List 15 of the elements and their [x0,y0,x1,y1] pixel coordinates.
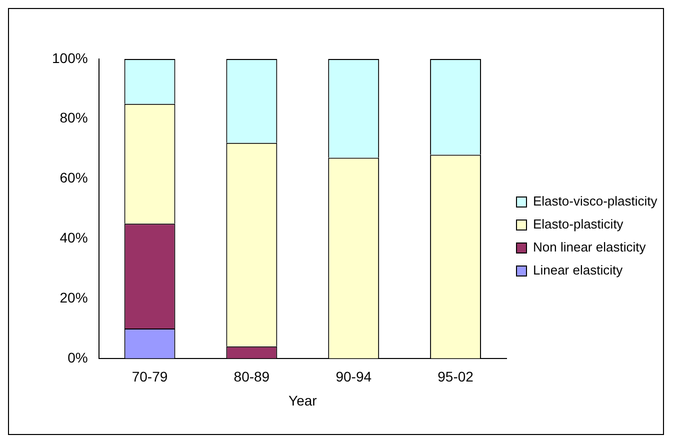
y-tick-label: 100% [52,50,88,66]
y-tick-label: 40% [60,230,88,246]
x-tick-label: 95-02 [438,368,474,385]
legend-label: Non linear elasticity [533,240,646,255]
y-tick-label: 80% [60,110,88,126]
legend-label: Elasto-plasticity [533,216,624,232]
legend-label: Elasto-visco-plasticity [533,194,658,209]
y-tick-label: 20% [60,289,88,306]
x-tick-label: 80-89 [234,368,270,385]
y-tick-label: 60% [60,170,88,186]
legend-label: Linear elasticity [533,262,624,278]
y-tick-label: 0% [68,349,88,366]
x-tick-label: 70-79 [132,368,168,385]
x-tick-label: 90-94 [336,368,372,385]
x-axis-title: Year [288,392,318,408]
